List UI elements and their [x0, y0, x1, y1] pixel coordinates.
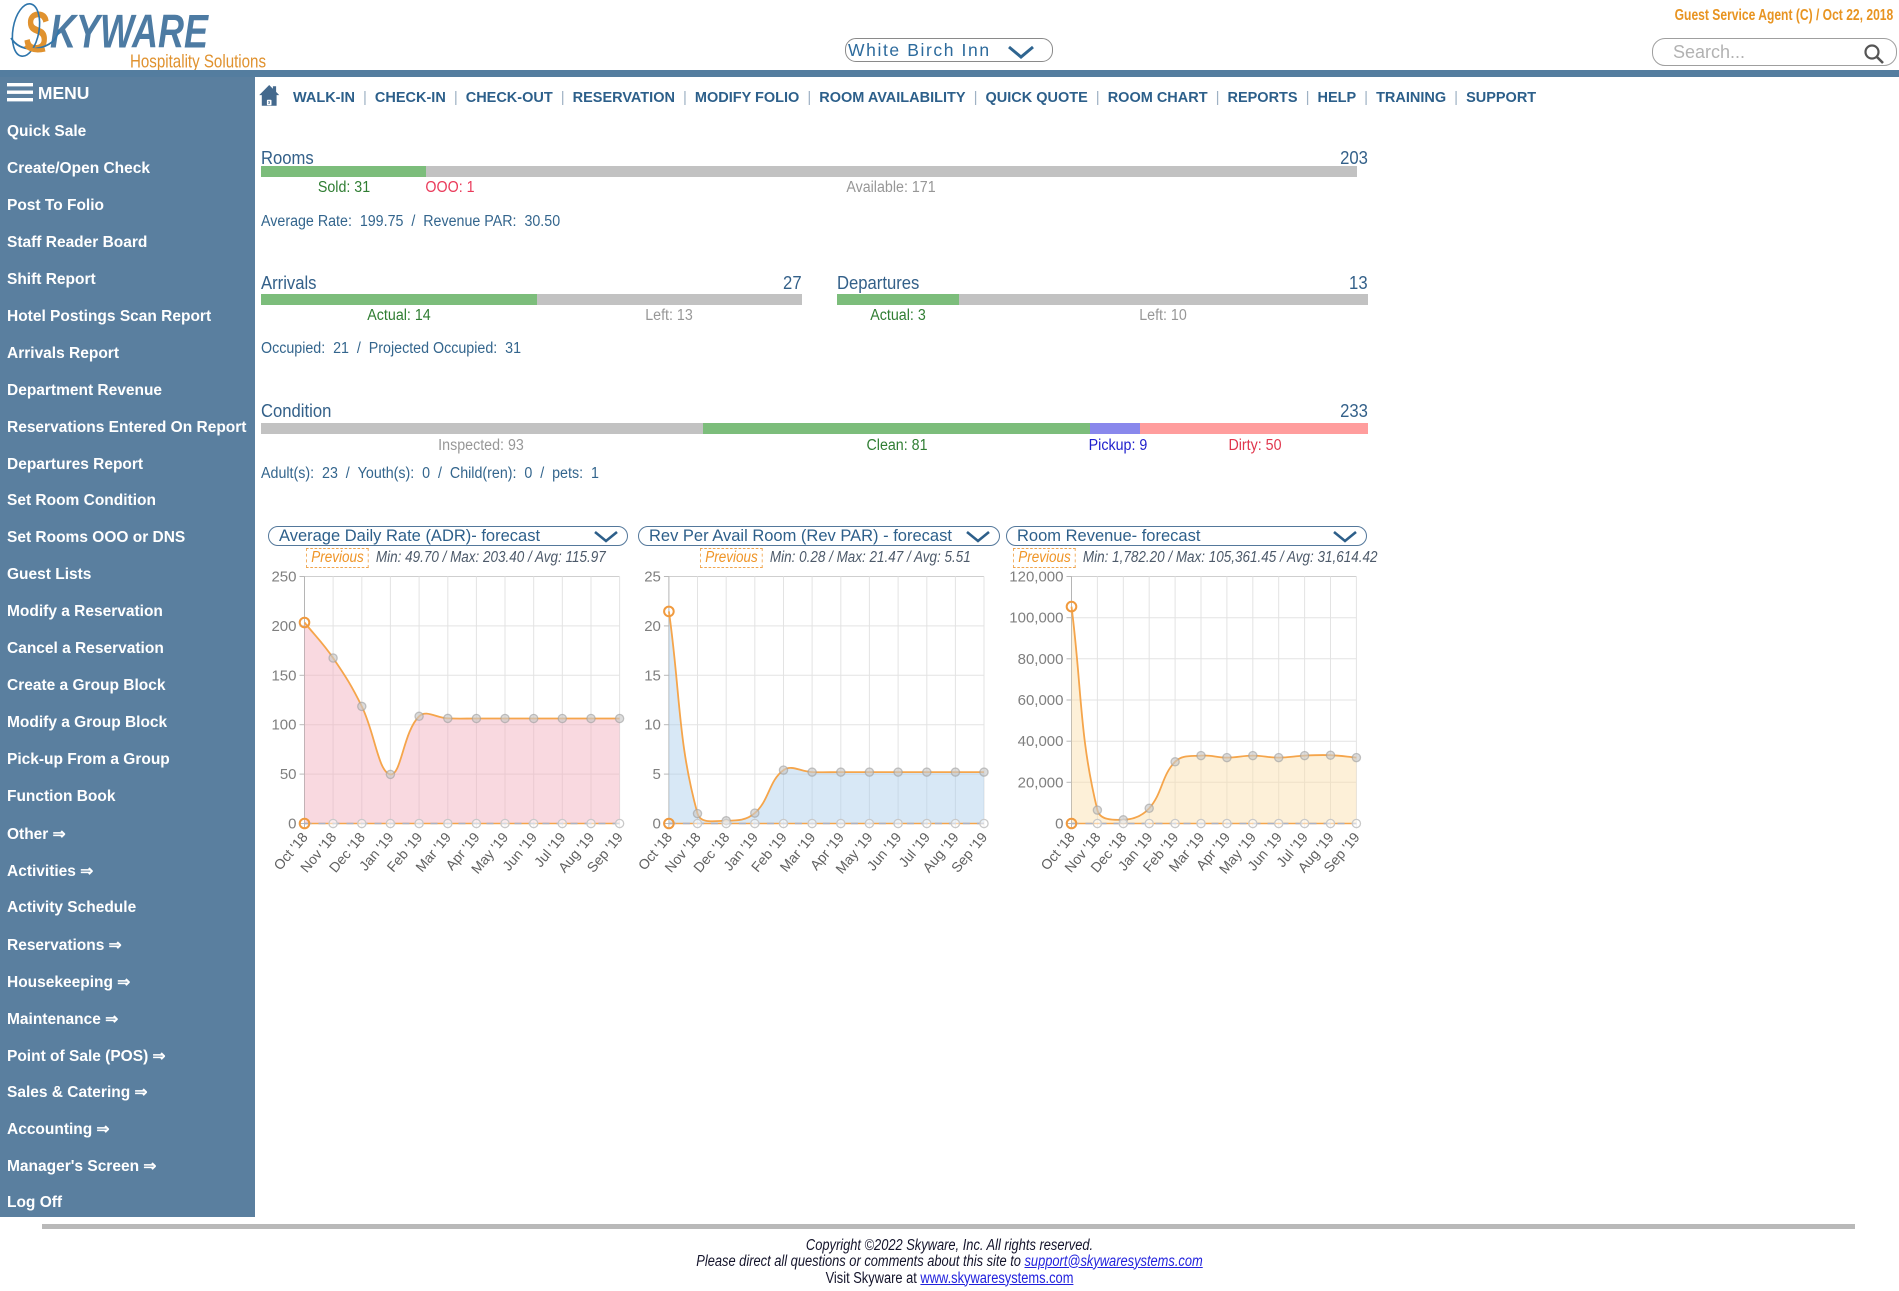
svg-text:Feb '19: Feb '19 [748, 829, 790, 875]
svg-text:Mar '19: Mar '19 [412, 829, 454, 875]
svg-text:250: 250 [271, 569, 296, 586]
svg-text:Nov '18: Nov '18 [661, 829, 704, 875]
svg-text:20,000: 20,000 [1018, 774, 1064, 791]
svg-text:80,000: 80,000 [1018, 651, 1064, 668]
svg-text:10: 10 [644, 717, 661, 734]
svg-text:50: 50 [280, 766, 297, 783]
svg-text:Jul '19: Jul '19 [531, 829, 569, 870]
svg-text:Hospitality Solutions: Hospitality Solutions [130, 51, 266, 72]
svg-text:Sep '19: Sep '19 [1320, 829, 1363, 875]
svg-text:Aug '19: Aug '19 [555, 829, 598, 875]
svg-text:Nov '18: Nov '18 [297, 829, 340, 875]
svg-text:0: 0 [1055, 816, 1063, 833]
svg-text:Jan '19: Jan '19 [356, 829, 397, 874]
svg-text:150: 150 [271, 667, 296, 684]
svg-text:5: 5 [653, 766, 661, 783]
svg-text:May '19: May '19 [468, 829, 512, 877]
svg-text:Jan '19: Jan '19 [1114, 829, 1155, 874]
svg-text:Oct '18: Oct '18 [1037, 829, 1078, 873]
svg-text:60,000: 60,000 [1018, 692, 1064, 709]
svg-text:Aug '19: Aug '19 [1294, 829, 1337, 875]
svg-text:Aug '19: Aug '19 [919, 829, 962, 875]
svg-text:Sep '19: Sep '19 [948, 829, 991, 875]
svg-text:Nov '18: Nov '18 [1061, 829, 1104, 875]
svg-text:Jun '19: Jun '19 [1244, 829, 1285, 874]
svg-text:Dec '18: Dec '18 [1087, 829, 1130, 875]
svg-text:Oct '18: Oct '18 [270, 829, 311, 873]
svg-text:Jun '19: Jun '19 [863, 829, 904, 874]
svg-text:Feb '19: Feb '19 [1139, 829, 1181, 875]
svg-text:20: 20 [644, 618, 661, 635]
svg-text:Mar '19: Mar '19 [776, 829, 818, 875]
svg-text:Oct '18: Oct '18 [635, 829, 676, 873]
svg-text:40,000: 40,000 [1018, 733, 1064, 750]
svg-text:Jul '19: Jul '19 [895, 829, 933, 870]
svg-text:Apr '19: Apr '19 [1193, 829, 1234, 873]
svg-text:Dec '18: Dec '18 [690, 829, 733, 875]
svg-text:0: 0 [288, 816, 296, 833]
svg-text:Mar '19: Mar '19 [1165, 829, 1207, 875]
svg-text:May '19: May '19 [832, 829, 876, 877]
svg-text:May '19: May '19 [1216, 829, 1260, 877]
svg-text:25: 25 [644, 569, 661, 586]
svg-text:0: 0 [653, 816, 661, 833]
svg-text:120,000: 120,000 [1009, 569, 1063, 586]
svg-text:Jun '19: Jun '19 [499, 829, 540, 874]
svg-text:Sep '19: Sep '19 [583, 829, 626, 875]
svg-text:100: 100 [271, 717, 296, 734]
svg-text:100,000: 100,000 [1009, 610, 1063, 627]
svg-text:Jul '19: Jul '19 [1273, 829, 1311, 870]
svg-text:Feb '19: Feb '19 [383, 829, 425, 875]
svg-text:15: 15 [644, 667, 661, 684]
svg-text:Apr '19: Apr '19 [807, 829, 848, 873]
svg-text:Apr '19: Apr '19 [442, 829, 483, 873]
svg-text:200: 200 [271, 618, 296, 635]
svg-text:Jan '19: Jan '19 [720, 829, 761, 874]
svg-text:KYWARE: KYWARE [50, 5, 209, 58]
svg-text:Dec '18: Dec '18 [326, 829, 369, 875]
